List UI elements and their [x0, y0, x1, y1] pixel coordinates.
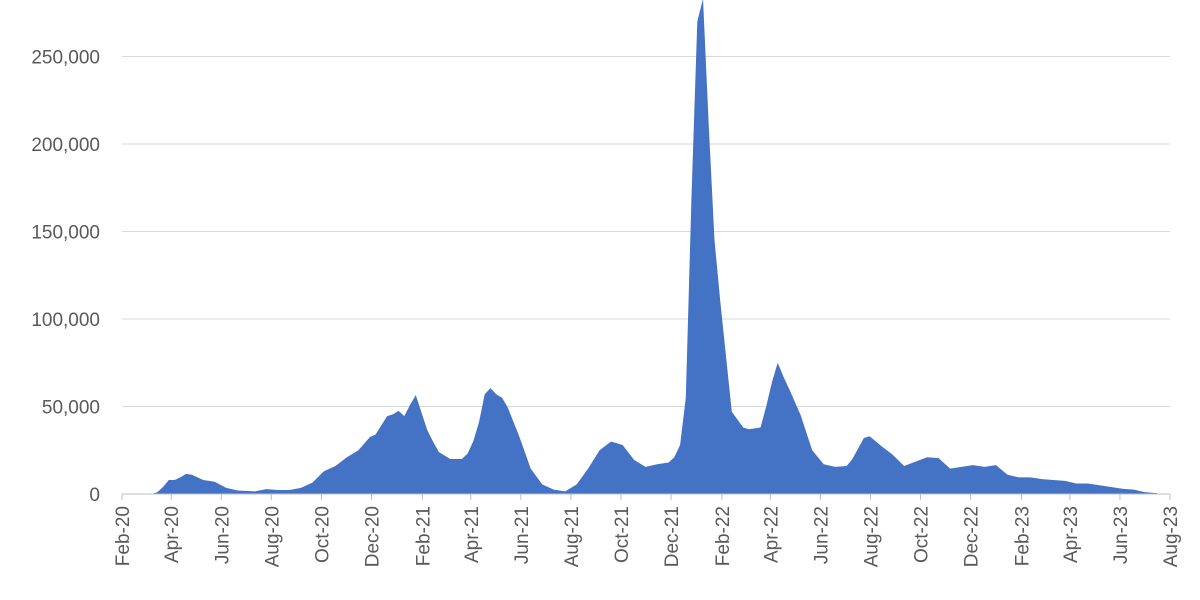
x-tick-label: Jun-21 [512, 506, 533, 564]
x-tick-label: Jun-23 [1111, 506, 1132, 564]
x-tick-label: Aug-22 [861, 506, 882, 567]
x-tick-label: Oct-20 [312, 506, 333, 563]
area-series [151, 0, 1157, 494]
x-tick-label: Dec-20 [362, 506, 383, 567]
x-tick-label: Aug-20 [262, 506, 283, 567]
x-tick-label: Aug-21 [562, 506, 583, 567]
x-tick-label: Feb-22 [713, 506, 734, 566]
x-tick-label: Dec-22 [962, 506, 983, 567]
y-tick-label: 50,000 [42, 398, 100, 419]
y-axis-labels: 0 50,000 100,000 150,000 200,000 250,000 [31, 48, 100, 507]
x-tick-label: Jun-22 [811, 506, 832, 564]
x-tick-label: Apr-20 [162, 506, 183, 563]
x-tick-label: Apr-22 [761, 506, 782, 563]
x-axis-labels: Feb-20 Apr-20 Jun-20 Aug-20 Oct-20 Dec-20 Feb-… [113, 506, 1182, 567]
x-tick-label: Oct-21 [612, 506, 633, 563]
x-tick-label: Feb-21 [413, 506, 434, 566]
y-tick-label: 200,000 [31, 135, 100, 156]
x-tick-label: Oct-22 [912, 506, 933, 563]
y-tick-label: 150,000 [31, 223, 100, 244]
x-tick-label: Apr-21 [462, 506, 483, 563]
y-tick-label: 250,000 [31, 48, 100, 69]
x-tick-label: Jun-20 [212, 506, 233, 564]
y-tick-label: 100,000 [31, 310, 100, 331]
x-axis [121, 493, 1171, 500]
x-tick-label: Feb-23 [1012, 506, 1033, 566]
gridlines [122, 56, 1170, 407]
x-tick-label: Dec-21 [662, 506, 683, 567]
y-tick-label: 0 [89, 485, 100, 506]
x-tick-label: Aug-23 [1161, 506, 1182, 567]
x-tick-label: Feb-20 [113, 506, 134, 566]
x-tick-label: Apr-23 [1061, 506, 1082, 563]
